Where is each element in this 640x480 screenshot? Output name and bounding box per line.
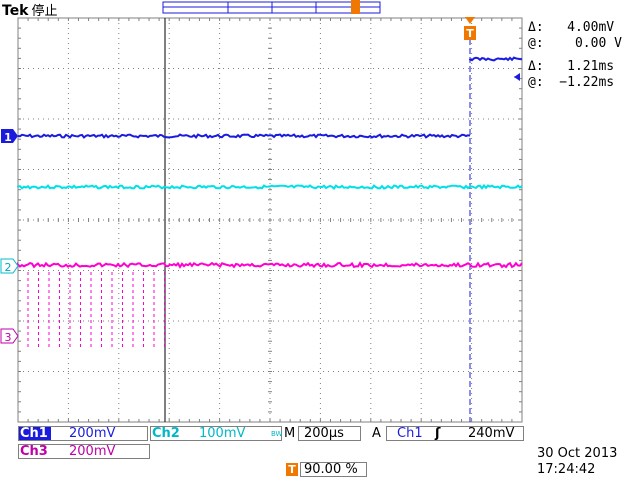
trigger-source: Ch1 [397,426,423,441]
ch3-trace [17,261,523,269]
date: 30 Oct 2013 [537,446,618,461]
ch2-bandwidth-limit: BW [271,430,283,438]
ch2-scale: 100mV [199,426,246,441]
cursor-readouts: Δ: 4.00mV @: 0.00 V Δ: 1.21ms @: −1.22ms [528,20,640,91]
timebase-box[interactable] [298,426,361,441]
trigger-marker-label: T [466,27,474,40]
trigger-slope-icon: ʃ [435,426,441,441]
ch2-trace [17,183,523,190]
time-at-readout: @: −1.22ms [528,75,615,90]
ch1-marker[interactable] [1,129,18,143]
ch3-marker-label: 3 [5,331,12,344]
timebase-value: 200µs [304,426,344,441]
ch1-scale: 200mV [69,426,116,441]
time: 17:24:42 [537,462,596,477]
voltage-at-readout: @: 0.00 V [528,36,622,51]
ch1-label: Ch1 [20,426,48,441]
time-delta-readout: Δ: 1.21ms [528,59,615,74]
trigger-level: 240mV [468,426,515,441]
traces [17,56,523,350]
ch2-scale-box[interactable] [150,426,282,441]
ch3-marker[interactable] [0,328,19,344]
ch2-marker[interactable] [0,258,19,274]
trigger-mode: A [372,426,381,441]
trigger-position-icon: T [286,463,298,476]
ch1-marker-label: 1 [4,131,12,144]
trigger-position-marker[interactable] [464,17,476,40]
trigger-position-value: 90.00 % [304,462,358,477]
ch1-trace-high [469,56,523,62]
brand-text: Tek [2,3,29,19]
ch1-trace-low [17,133,471,139]
graticule [17,17,523,423]
ch1-label-bg [19,427,51,440]
trigger-position-box[interactable] [300,462,367,477]
acquisition-status: 停止 [31,4,58,19]
ch3-label: Ch3 [20,444,48,459]
brand-logo: Tek 停止 [2,0,58,19]
ch3-scale: 200mV [69,444,116,459]
voltage-delta-readout: Δ: 4.00mV [528,20,615,35]
ch2-marker-label: 2 [5,261,12,274]
ch2-label: Ch2 [152,426,180,441]
ch3-scale-box[interactable] [18,444,150,459]
record-length-bar [162,0,381,14]
trigger-box[interactable] [386,426,524,441]
date-time-display: 30 Oct 2013 17:24:42 [537,446,617,478]
timebase-label: M [284,426,296,441]
